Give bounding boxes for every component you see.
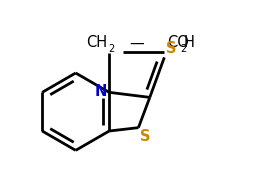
Text: S: S bbox=[166, 41, 177, 56]
Text: N: N bbox=[95, 84, 107, 99]
Text: —: — bbox=[129, 36, 144, 51]
Text: CO: CO bbox=[167, 35, 189, 50]
Text: S: S bbox=[140, 129, 150, 144]
Text: 2: 2 bbox=[180, 44, 186, 54]
Text: H: H bbox=[184, 35, 195, 50]
Text: 2: 2 bbox=[108, 44, 114, 54]
Text: CH: CH bbox=[87, 35, 107, 50]
